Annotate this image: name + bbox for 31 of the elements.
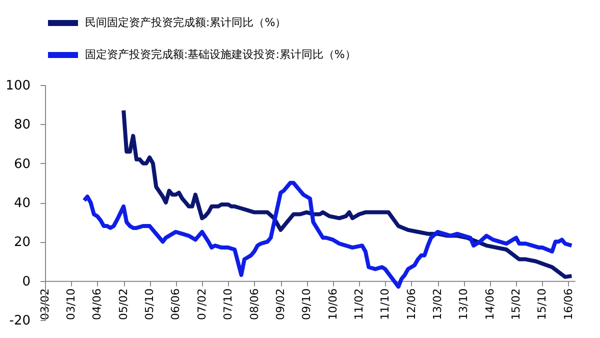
x-tick-label: 12/06 bbox=[404, 288, 418, 320]
x-tick-label: 08/06 bbox=[248, 288, 261, 320]
x-tick-label: 09/10 bbox=[300, 288, 314, 320]
x-tick-label: 11/10 bbox=[378, 288, 392, 320]
line-series bbox=[122, 108, 574, 279]
x-tick-label: 15/10 bbox=[536, 288, 549, 320]
x-tick-label: 14/06 bbox=[483, 288, 496, 320]
x-tick-label: 09/02 bbox=[274, 288, 288, 320]
y-tick-label: 60 bbox=[14, 156, 30, 172]
legend-label: 民间固定资产投资完成额:累计同比（%） bbox=[85, 16, 286, 29]
y-tick-label: -20 bbox=[9, 314, 30, 328]
x-tick-label: 15/02 bbox=[510, 288, 523, 320]
x-tick-label: 06/06 bbox=[169, 288, 182, 320]
x-tick-label: 10/06 bbox=[326, 288, 340, 320]
x-tick-label: 05/10 bbox=[143, 288, 156, 320]
x-tick-label: 13/10 bbox=[457, 288, 470, 320]
legend-label: 固定资产投资完成额:基础设施建设投资:累计同比（%） bbox=[85, 48, 356, 61]
y-tick-label: 20 bbox=[14, 235, 30, 250]
y-tick-label: 80 bbox=[14, 118, 30, 133]
x-tick-label: 07/10 bbox=[222, 288, 235, 320]
y-tick-label: 0 bbox=[22, 274, 30, 290]
x-tick-label: 03/10 bbox=[64, 288, 78, 320]
y-tick-label: 40 bbox=[14, 196, 30, 211]
x-tick-label: 11/02 bbox=[352, 288, 366, 320]
y-tick-label: 100 bbox=[6, 78, 30, 94]
x-tick-label: 05/02 bbox=[117, 288, 130, 320]
x-tick-label: 04/06 bbox=[90, 288, 104, 320]
x-tick-label: 07/02 bbox=[196, 288, 209, 320]
x-tick-label: 13/02 bbox=[431, 288, 444, 320]
line-series bbox=[82, 180, 574, 289]
x-tick-label: 16/06 bbox=[562, 288, 575, 320]
